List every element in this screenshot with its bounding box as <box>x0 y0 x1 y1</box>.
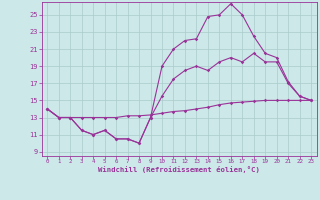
X-axis label: Windchill (Refroidissement éolien,°C): Windchill (Refroidissement éolien,°C) <box>98 166 260 173</box>
